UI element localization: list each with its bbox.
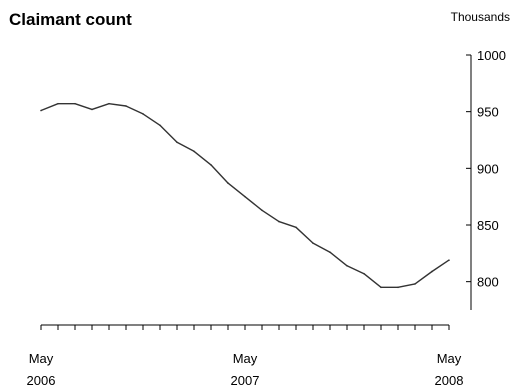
y-tick-label: 950: [477, 105, 499, 120]
data-point: [159, 124, 161, 127]
data-point: [74, 102, 76, 105]
y-tick-label: 1000: [477, 48, 506, 63]
y-tick-label: 850: [477, 218, 499, 233]
data-point: [176, 141, 178, 144]
data-point: [57, 102, 59, 105]
x-tick-label-month: May: [233, 351, 258, 366]
data-point: [193, 150, 195, 153]
data-point: [346, 265, 348, 267]
data-point: [363, 272, 365, 275]
data-point: [261, 209, 263, 212]
y-tick-label: 800: [477, 275, 499, 290]
x-tick-label-month: May: [437, 351, 462, 366]
x-tick-label-year: 2007: [231, 373, 260, 385]
data-point: [91, 108, 93, 111]
data-point: [397, 286, 399, 289]
data-point: [210, 164, 212, 166]
data-point: [244, 195, 246, 198]
data-point: [227, 182, 229, 184]
y-axis-unit-label: Thousands: [450, 10, 510, 24]
y-tick-label: 900: [477, 161, 499, 176]
data-point: [40, 109, 42, 112]
data-point: [108, 102, 110, 105]
claimant-count-line: [40, 102, 450, 288]
x-tick-label-year: 2006: [27, 373, 56, 385]
data-point: [295, 226, 297, 229]
data-point: [431, 270, 433, 273]
data-point: [125, 105, 127, 107]
data-point: [329, 251, 331, 253]
x-tick-label-month: May: [29, 351, 54, 366]
data-point: [448, 259, 450, 261]
data-point: [278, 220, 280, 223]
data-point: [414, 283, 416, 285]
x-tick-label-year: 2008: [435, 373, 464, 385]
data-point: [312, 242, 314, 244]
data-point: [142, 113, 144, 115]
chart-title: Claimant count: [9, 10, 132, 29]
data-point: [380, 286, 382, 289]
